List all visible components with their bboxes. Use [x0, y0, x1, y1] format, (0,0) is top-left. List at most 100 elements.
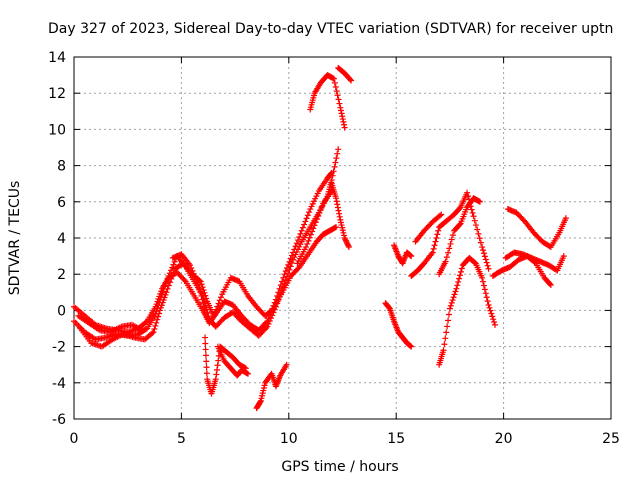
data-point-interp: [269, 312, 276, 319]
data-point-interp: [293, 240, 300, 247]
data-point: [341, 124, 348, 131]
data-point-interp: [482, 256, 489, 263]
data-point: [195, 282, 202, 289]
data-point-interp: [445, 249, 452, 256]
data-point-interp: [442, 335, 449, 342]
data-point-interp: [480, 282, 487, 289]
data-point-interp: [333, 198, 340, 205]
data-point-interp: [329, 172, 336, 179]
data-point-interp: [465, 193, 472, 200]
data-point: [440, 347, 447, 354]
data-point-interp: [199, 296, 206, 303]
x-tick-label: 20: [495, 431, 513, 447]
data-point: [485, 301, 492, 308]
data-point-interp: [447, 240, 454, 247]
data-point-interp: [213, 306, 220, 313]
data-point-interp: [295, 265, 302, 272]
data-point-interp: [198, 281, 205, 288]
data-point-interp: [286, 266, 293, 273]
data-point: [302, 244, 309, 251]
y-tick-label: 2: [57, 267, 66, 283]
data-point-interp: [318, 203, 325, 210]
data-point-interp: [214, 303, 221, 310]
data-point-interp: [484, 262, 491, 269]
x-tick-label: 15: [387, 431, 405, 447]
data-point-interp: [481, 253, 488, 260]
data-point-interp: [310, 225, 317, 232]
data-point: [479, 244, 486, 251]
data-point-interp: [488, 310, 495, 317]
data-point-interp: [202, 346, 209, 353]
data-point-interp: [452, 288, 459, 295]
data-point-interp: [332, 83, 339, 90]
axis-ticks: [73, 56, 612, 420]
data-point-interp: [476, 235, 483, 242]
y-tick-labels: -6 -4 -2 0 2 4 6 8 10 12 14: [48, 50, 66, 428]
data-point-interp: [457, 272, 464, 279]
data-point-interp: [335, 207, 342, 214]
data-point: [345, 244, 352, 251]
data-point-interp: [268, 315, 275, 322]
data-point-interp: [216, 297, 223, 304]
data-point-interp: [167, 279, 174, 286]
data-points: [71, 64, 569, 412]
data-point-interp: [202, 340, 209, 347]
x-tick-label: 5: [177, 431, 186, 447]
data-point-interp: [309, 228, 316, 235]
data-point-interp: [263, 324, 270, 331]
data-point-interp: [189, 267, 196, 274]
data-point-interp: [303, 215, 310, 222]
data-point-interp: [288, 260, 295, 267]
data-point: [311, 222, 318, 229]
data-point-interp: [168, 275, 175, 282]
data-point: [333, 224, 340, 231]
data-point-interp: [448, 299, 455, 306]
x-tick-label: 25: [602, 431, 620, 447]
chart-title: Day 327 of 2023, Sidereal Day-to-day VTE…: [48, 21, 613, 37]
y-tick-label: 10: [48, 122, 66, 138]
y-tick-label: 0: [57, 303, 66, 319]
data-point-interp: [447, 302, 454, 309]
data-point-interp: [306, 209, 313, 216]
data-point-interp: [302, 218, 309, 225]
y-axis-label: SDTVAR / TECUs: [7, 181, 23, 296]
data-point-interp: [202, 352, 209, 359]
data-point: [163, 289, 170, 296]
data-point: [210, 312, 217, 319]
data-point-interp: [152, 322, 159, 329]
data-point-interp: [333, 88, 340, 95]
data-point-interp: [338, 110, 345, 117]
data-point: [479, 274, 486, 281]
data-point-interp: [151, 326, 158, 333]
data-point-interp: [430, 245, 437, 252]
data-point-interp: [213, 366, 220, 373]
data-point-interp: [333, 155, 340, 162]
data-point-interp: [441, 341, 448, 348]
data-point-interp: [451, 291, 458, 298]
data-point: [446, 305, 453, 312]
data-point-interp: [316, 209, 323, 216]
data-point: [330, 75, 337, 82]
y-tick-label: 6: [57, 195, 66, 211]
data-point-interp: [332, 159, 339, 166]
data-point-interp: [486, 304, 493, 311]
data-point-interp: [480, 278, 487, 285]
data-point: [298, 227, 305, 234]
data-point-interp: [334, 150, 341, 157]
data-point-interp: [458, 265, 465, 272]
data-point: [212, 376, 219, 383]
data-point-interp: [215, 352, 222, 359]
data-point-interp: [449, 297, 456, 304]
data-point: [408, 253, 415, 260]
data-point-interp: [334, 201, 341, 208]
data-point-interp: [170, 261, 177, 268]
data-point-interp: [437, 212, 444, 219]
data-point-interp: [336, 213, 343, 220]
data-point: [438, 211, 445, 218]
y-tick-label: -2: [52, 340, 66, 356]
data-point-interp: [489, 313, 496, 320]
data-point-interp: [307, 231, 314, 238]
data-point-interp: [432, 238, 439, 245]
data-point-interp: [490, 316, 497, 323]
